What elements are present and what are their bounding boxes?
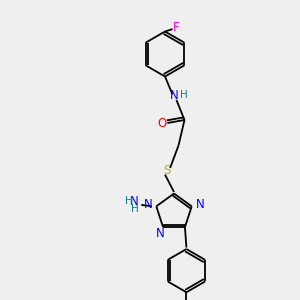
Text: O: O <box>158 116 166 130</box>
Text: N: N <box>143 198 152 212</box>
Text: N: N <box>196 198 205 212</box>
Text: H: H <box>130 204 138 214</box>
Text: N: N <box>169 88 178 102</box>
Text: S: S <box>163 164 170 178</box>
Text: F: F <box>173 21 180 34</box>
Text: H: H <box>180 90 188 100</box>
Text: N: N <box>156 226 164 240</box>
Text: N: N <box>130 195 139 208</box>
Text: H: H <box>125 196 133 206</box>
